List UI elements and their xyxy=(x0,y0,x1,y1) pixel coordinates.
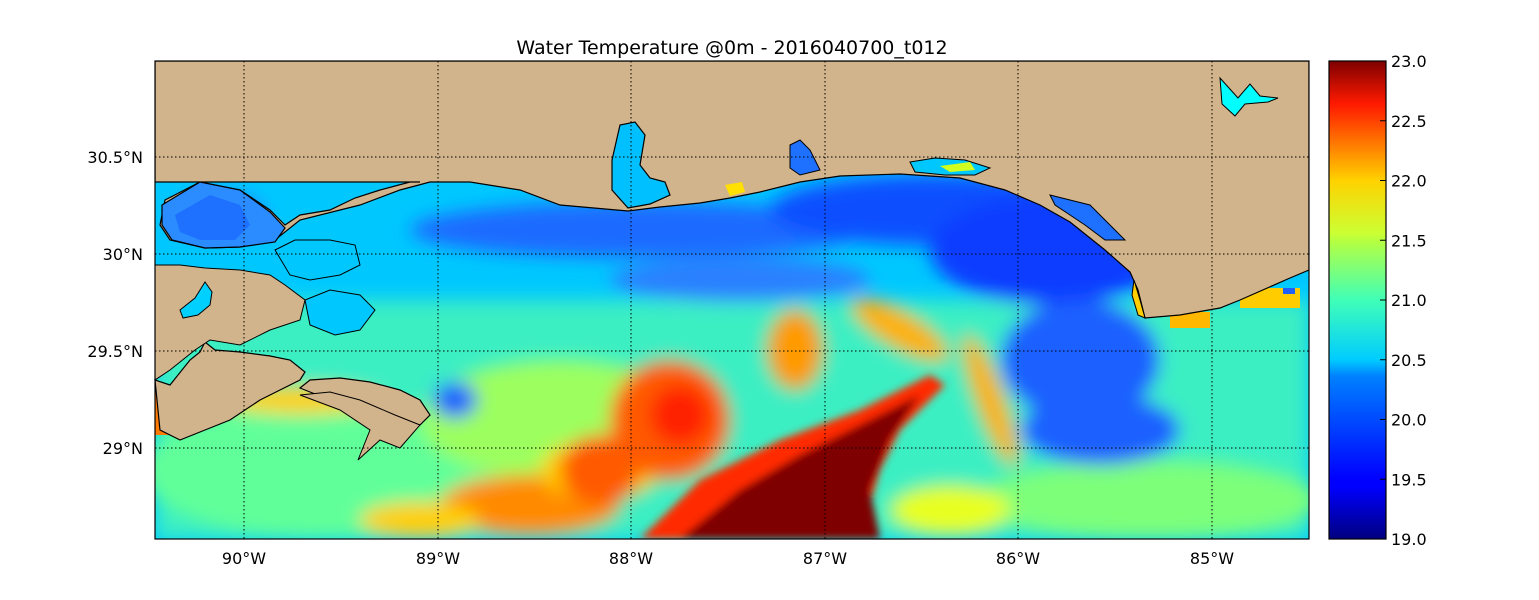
lat-label: 30°N xyxy=(103,245,143,264)
colorbar-tick-label: 20.5 xyxy=(1391,351,1427,370)
lat-label: 29°N xyxy=(103,439,143,458)
map-title: Water Temperature @0m - 2016040700_t012 xyxy=(516,37,947,59)
lat-label: 30.5°N xyxy=(87,148,143,167)
lon-label: 85°W xyxy=(1190,549,1234,568)
lon-label: 90°W xyxy=(222,549,266,568)
lon-label: 86°W xyxy=(996,549,1040,568)
lat-label: 29.5°N xyxy=(87,342,143,361)
colorbar-tick-label: 19.5 xyxy=(1391,470,1427,489)
map-panel xyxy=(154,60,1310,540)
colorbar-tick-label: 20.0 xyxy=(1391,411,1427,430)
colorbar-tick-label: 22.5 xyxy=(1391,112,1427,131)
colorbar-tick-label: 23.0 xyxy=(1391,52,1427,71)
colorbar-ticks: 19.0 19.5 20.0 20.5 21.0 21.5 22.0 22.5 23.0 xyxy=(1380,52,1427,549)
colorbar-tick-label: 21.0 xyxy=(1391,291,1427,310)
longitude-labels: 90°W 89°W 88°W 87°W 86°W 85°W xyxy=(222,549,1234,568)
land xyxy=(154,61,1309,461)
lon-label: 87°W xyxy=(803,549,847,568)
graticule xyxy=(155,61,1309,539)
lon-label: 89°W xyxy=(416,549,460,568)
colorbar-gradient xyxy=(1328,60,1387,540)
map-frame xyxy=(154,60,1310,540)
latitude-labels: 29°N 29.5°N 30°N 30.5°N xyxy=(87,148,143,458)
colorbar-tick-label: 22.0 xyxy=(1391,172,1427,191)
colorbar: 19.0 19.5 20.0 20.5 21.0 21.5 22.0 22.5 23.0 xyxy=(1328,52,1427,549)
lon-label: 88°W xyxy=(609,549,653,568)
colorbar-tick-label: 21.5 xyxy=(1391,231,1427,250)
colorbar-tick-label: 19.0 xyxy=(1391,530,1427,549)
